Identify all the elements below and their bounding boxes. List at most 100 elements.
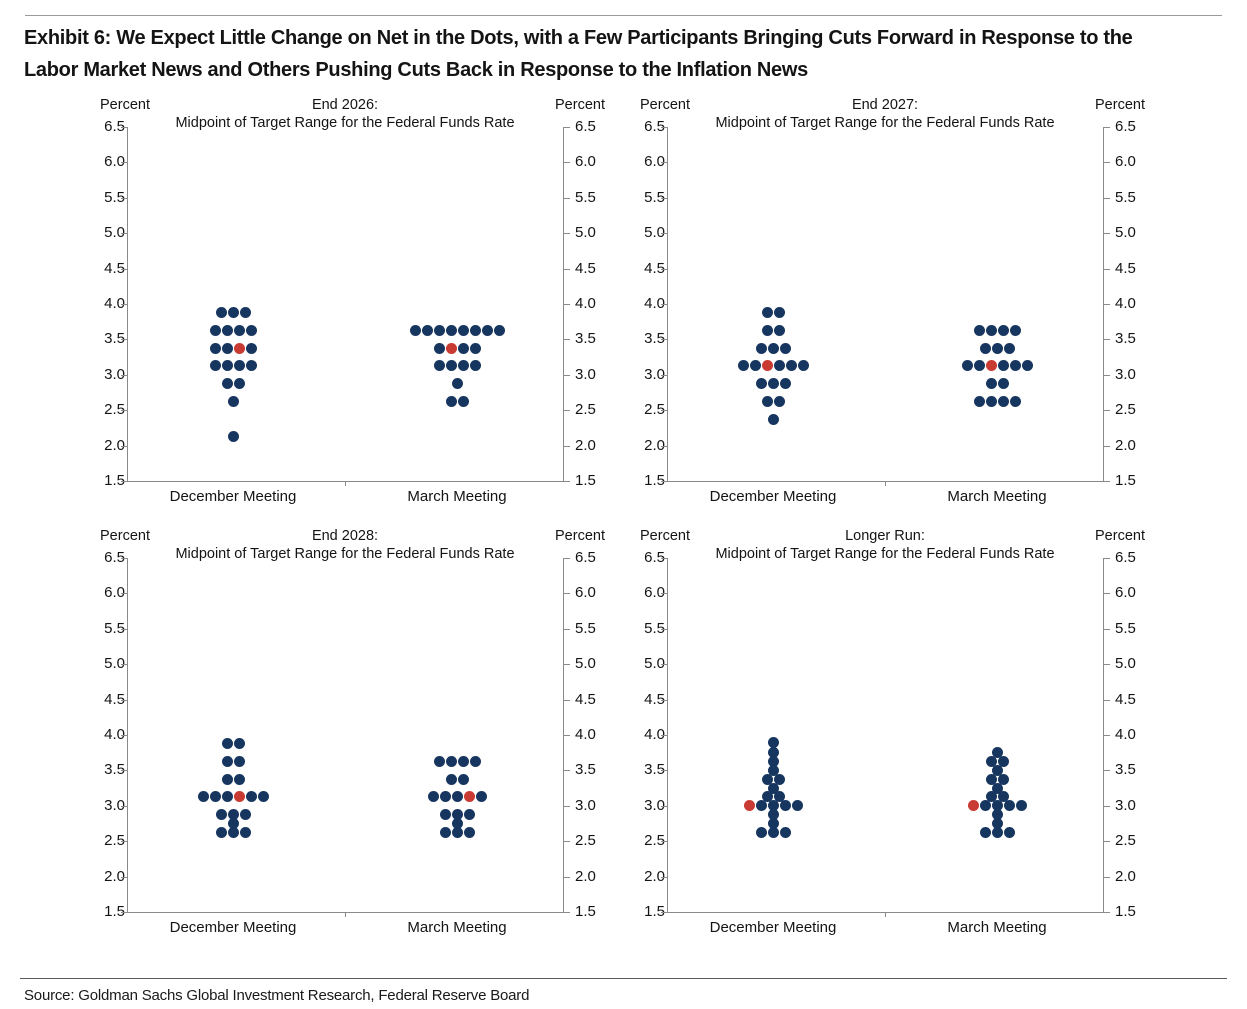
dot — [221, 773, 233, 785]
dot — [985, 325, 997, 337]
dot — [773, 360, 785, 372]
dot — [209, 360, 221, 372]
dot — [767, 826, 779, 838]
dot — [1009, 360, 1021, 372]
dot — [773, 325, 785, 337]
y-tick-label-left: 1.5 — [104, 472, 125, 489]
dot — [785, 360, 797, 372]
dot — [409, 325, 421, 337]
dot — [773, 791, 785, 803]
y-tick-mark-left — [121, 628, 127, 630]
dot — [1003, 342, 1015, 354]
dot — [245, 342, 257, 354]
y-tick-mark-right — [564, 304, 570, 305]
y-tick-mark-left — [121, 876, 127, 878]
y-axis-unit-right: Percent — [555, 97, 605, 113]
x-axis-divider-tick — [885, 912, 886, 917]
dot — [233, 773, 245, 785]
y-tick-mark-right — [564, 593, 570, 595]
dot — [737, 360, 749, 372]
y-tick-label-right: 1.5 — [575, 472, 596, 489]
panel-subtitle: Midpoint of Target Range for the Federal… — [715, 115, 1055, 131]
y-tick-mark-left — [121, 162, 127, 164]
dot — [481, 325, 493, 337]
y-tick-mark-right — [1104, 162, 1110, 164]
dot — [197, 791, 209, 803]
y-tick-mark-right — [1104, 628, 1110, 630]
y-tick-mark-right — [1104, 876, 1110, 878]
dot — [469, 360, 481, 372]
y-tick-mark-left — [121, 770, 127, 772]
y-tick-mark-left — [661, 481, 667, 482]
source-rule — [20, 978, 1227, 979]
y-tick-mark-right — [1104, 593, 1110, 595]
median-dot — [743, 800, 755, 812]
y-tick-mark-left — [661, 374, 667, 376]
dot — [445, 773, 457, 785]
y-tick-label-right: 6.0 — [575, 153, 596, 171]
y-tick-mark-left — [661, 162, 667, 164]
y-tick-label-right: 3.5 — [575, 761, 596, 779]
dot — [463, 809, 475, 821]
y-tick-label-right: 3.0 — [575, 796, 596, 814]
dot — [233, 378, 245, 390]
y-tick-label-left: 2.0 — [104, 867, 125, 885]
y-tick-label-left: 3.0 — [104, 365, 125, 383]
y-tick-mark-right — [1104, 805, 1110, 807]
y-tick-label-left: 6.0 — [104, 153, 125, 171]
dot — [463, 826, 475, 838]
dot — [227, 307, 239, 319]
y-tick-label-right: 2.5 — [1115, 832, 1136, 850]
y-tick-label-right: 4.0 — [575, 726, 596, 743]
dot — [961, 360, 973, 372]
dot — [767, 756, 779, 768]
y-tick-mark-right — [1104, 770, 1110, 772]
y-tick-label-right: 3.0 — [1115, 796, 1136, 814]
y-tick-label-left: 6.0 — [104, 584, 125, 602]
y-tick-label-left: 5.0 — [104, 655, 125, 673]
y-tick-label-left: 4.5 — [644, 690, 665, 708]
dot — [209, 791, 221, 803]
dot — [767, 800, 779, 812]
y-tick-label-right: 4.5 — [1115, 690, 1136, 708]
y-tick-mark-right — [564, 374, 570, 376]
dot — [991, 818, 1003, 829]
y-tick-mark-left — [661, 593, 667, 595]
y-tick-mark-right — [564, 628, 570, 630]
y-tick-mark-right — [564, 162, 570, 164]
y-tick-label-left: 5.5 — [104, 619, 125, 637]
median-dot — [761, 360, 773, 372]
y-tick-mark-right — [564, 699, 570, 701]
dot — [445, 360, 457, 372]
dot — [1003, 800, 1015, 812]
y-tick-label-right: 4.0 — [1115, 295, 1136, 312]
y-tick-label-right: 2.5 — [575, 401, 596, 419]
dot — [997, 325, 1009, 337]
dot — [779, 378, 791, 390]
dot — [985, 756, 997, 768]
dot — [469, 756, 481, 768]
y-tick-mark-right — [564, 558, 570, 559]
panel-title: End 2027: — [851, 97, 919, 113]
dot — [227, 431, 239, 443]
y-tick-mark-left — [121, 127, 127, 128]
dot — [493, 325, 505, 337]
y-tick-label-left: 3.5 — [644, 330, 665, 348]
y-tick-mark-right — [1104, 664, 1110, 666]
exhibit-title-line1: Exhibit 6: We Expect Little Change on Ne… — [24, 27, 1133, 49]
dot — [991, 342, 1003, 354]
dot — [475, 791, 487, 803]
dot — [457, 756, 469, 768]
y-tick-label-right: 6.0 — [575, 584, 596, 602]
dot — [233, 325, 245, 337]
y-tick-label-right: 4.0 — [575, 295, 596, 312]
y-tick-label-left: 4.0 — [104, 726, 125, 743]
panel-title: End 2028: — [311, 528, 379, 544]
dot — [215, 826, 227, 838]
y-axis-right — [1103, 127, 1104, 481]
dot — [973, 325, 985, 337]
y-tick-label-left: 2.0 — [644, 436, 665, 454]
panel-title: Longer Run: — [845, 528, 925, 544]
y-tick-label-right: 6.5 — [575, 118, 596, 135]
dot — [451, 791, 463, 803]
